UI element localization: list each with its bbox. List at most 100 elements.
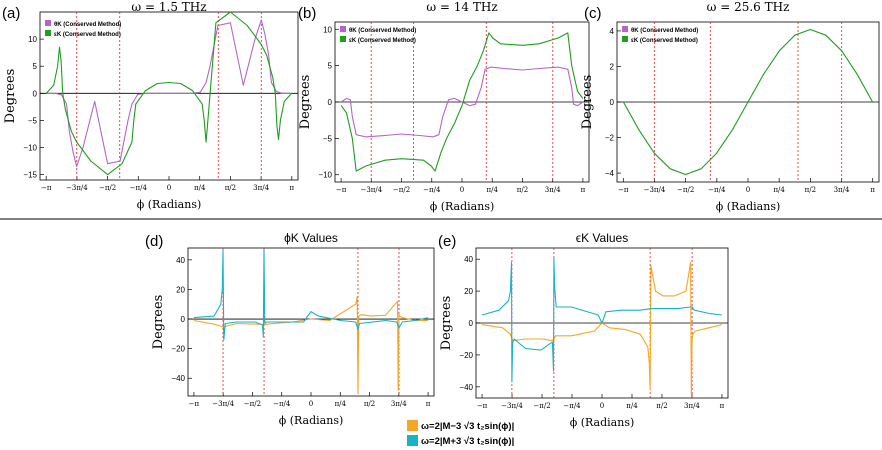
x-tick-label: 0 [167, 184, 171, 192]
x-tick-label: −π [189, 400, 200, 408]
panel-b: (b) ω = 14 THz −10 −5 0 5 10 Degrees −π −3π/4 −π/2… [298, 0, 590, 213]
series-line-green [45, 11, 293, 176]
x-axis-title: ϕ (Radians) [570, 416, 635, 429]
x-tick-label: −π/4 [273, 400, 291, 408]
y-tick-label: 40 [464, 255, 473, 264]
panel-label: (d) [145, 233, 163, 250]
legend-label: θK (Conserved Method) [349, 28, 416, 34]
x-tick-label: −π [41, 184, 52, 192]
panel-d: (d) ϕK Values −40 −20 0 20 40 Degrees −π −3π/4 −π/… [145, 231, 435, 427]
y-tick-label: −2 [605, 134, 615, 143]
panel-e: (e) ϵK Values −40 −20 0 20 40 Degrees −π −3π/4 −π/… [438, 231, 729, 429]
y-tick-label: 10 [323, 25, 332, 34]
x-tick-label: 3π/4 [834, 186, 850, 194]
y-tick-label: −20 [171, 345, 185, 354]
series-line-purple [46, 19, 292, 168]
legend-swatch [622, 26, 628, 32]
y-tick-label: −10 [318, 171, 332, 180]
x-tick-label: −π/4 [130, 184, 148, 192]
y-tick-label: 0 [181, 315, 186, 324]
x-tick-label: −3π/4 [644, 186, 666, 194]
x-tick-label: 0 [309, 400, 313, 408]
y-tick-label: 40 [176, 256, 185, 265]
x-tick-label: −π/2 [677, 186, 694, 194]
x-tick-label: π [290, 184, 295, 192]
legend-label: θK (Conserved Method) [631, 28, 698, 34]
chart-title: ϕK Values [284, 231, 338, 245]
y-axis-title: Degrees [3, 69, 18, 124]
y-tick-label: −40 [171, 374, 185, 383]
y-axis-title: Degrees [298, 75, 313, 130]
y-tick-label: −4 [605, 169, 615, 178]
y-tick-label: −5 [323, 134, 333, 143]
legend-label: εK (Conserved Method) [54, 32, 121, 38]
series-line-purple [340, 66, 584, 138]
y-tick-label: 10 [28, 35, 37, 44]
x-tick-label: −3π/4 [212, 400, 234, 408]
x-tick-label: −π/4 [423, 186, 441, 194]
y-axis-title: Degrees [580, 75, 595, 130]
x-tick-label: −π [618, 186, 629, 194]
chart-title: ω = 25.6 THz [707, 0, 790, 14]
legend-swatch [340, 26, 346, 32]
panel-label: (b) [298, 5, 316, 22]
x-tick-label: 3π/4 [391, 400, 407, 408]
series-line-orange [482, 261, 723, 396]
panel-a: (a) ω = 1.5 THz −15 −10 −5 0 5 10 Degrees −π −3π/4… [2, 0, 299, 211]
x-tick-label: −3π/4 [501, 402, 523, 410]
x-tick-label: π [870, 186, 875, 194]
x-tick-label: −3π/4 [66, 184, 88, 192]
x-tick-label: −π/2 [533, 402, 550, 410]
x-tick-label: π/2 [656, 402, 667, 410]
legend-label-orange: ω=2|M−3 √3 t₂sin(ϕ)| [421, 421, 514, 432]
x-tick-label: π/2 [517, 186, 528, 194]
legend-label-cyan: ω=2|M+3 √3 t₂sin(ϕ)| [421, 436, 514, 447]
y-tick-label: −40 [459, 383, 473, 392]
x-tick-label: π [720, 402, 725, 410]
x-tick-label: −π/4 [708, 186, 726, 194]
y-tick-label: −5 [28, 116, 38, 125]
series-line-green [340, 32, 584, 172]
y-tick-label: 20 [176, 285, 185, 294]
x-tick-label: π/2 [364, 400, 375, 408]
chart-title: ω = 14 THz [426, 0, 497, 14]
x-tick-label: −π/2 [244, 400, 261, 408]
x-tick-label: −π/4 [563, 402, 581, 410]
x-tick-label: π [426, 400, 431, 408]
y-tick-label: 20 [464, 287, 473, 296]
x-tick-label: 3π/4 [684, 402, 700, 410]
x-tick-label: 0 [460, 186, 464, 194]
x-tick-label: 0 [600, 402, 604, 410]
legend-label: θK (Conserved Method) [54, 22, 121, 28]
y-tick-label: −20 [459, 351, 473, 360]
bottom-legend: ω=2|M−3 √3 t₂sin(ϕ)| ω=2|M+3 √3 t₂sin(ϕ)… [407, 420, 514, 447]
series-line-cyan [193, 248, 429, 341]
chart-title: ω = 1.5 THz [131, 0, 206, 14]
legend-swatch-orange [407, 420, 418, 431]
x-tick-label: −π [336, 186, 347, 194]
legend-label: εK (Conserved Method) [349, 38, 416, 44]
y-axis-title: Degrees [151, 295, 166, 350]
x-axis-title: ϕ (Radians) [430, 200, 495, 213]
x-tick-label: −π [477, 402, 488, 410]
x-tick-label: 0 [746, 186, 750, 194]
y-tick-label: −15 [23, 171, 37, 180]
x-tick-label: π/4 [773, 186, 785, 194]
chart-title: ϵK Values [576, 231, 628, 245]
panel-label: (e) [438, 233, 456, 250]
x-axis-title: ϕ (Radians) [279, 414, 344, 427]
panel-label: (c) [584, 5, 602, 22]
y-tick-label: 0 [33, 89, 38, 98]
y-tick-label: 0 [328, 98, 333, 107]
y-tick-label: 5 [328, 62, 333, 71]
y-tick-label: 0 [610, 98, 615, 107]
legend-swatch [622, 36, 628, 42]
series-line-cyan [481, 257, 722, 383]
legend-swatch [340, 36, 346, 42]
x-tick-label: −3π/4 [360, 186, 382, 194]
x-tick-label: π [581, 186, 586, 194]
x-tick-label: −π/2 [99, 184, 116, 192]
x-tick-label: 3π/4 [253, 184, 269, 192]
y-tick-label: 4 [610, 27, 615, 36]
